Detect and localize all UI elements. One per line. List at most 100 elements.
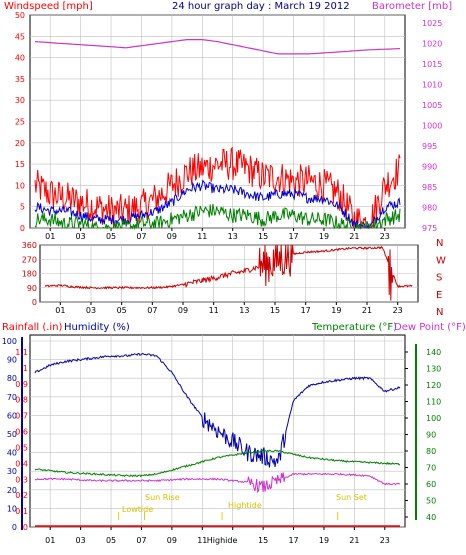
barometer-tick-label: 1010: [422, 81, 442, 90]
x-tick-label: 19: [331, 306, 341, 315]
temperature-tick-label: 110: [426, 398, 441, 407]
humidity-tick-label: 0: [12, 523, 17, 532]
temperature-tick-label: 80: [426, 447, 436, 456]
x-tick-label: 21: [362, 306, 372, 315]
barometer-axis-label: Barometer [mb]: [372, 1, 452, 12]
windspeed-tick-label: 20: [15, 139, 25, 148]
x-tick-label: 17: [288, 232, 298, 241]
rainfall-tick-label: 0.7: [15, 412, 28, 421]
temperature-tick-label: 40: [426, 513, 436, 522]
humidity-tick-label: 70: [7, 393, 17, 402]
direction-degree-label: 270: [22, 255, 37, 264]
direction-trace: [44, 244, 413, 301]
windspeed-tick-label: 10: [15, 181, 25, 190]
sunset-annotation: Sun Set: [336, 493, 367, 502]
rainfall-tick-label: 1: [23, 364, 28, 373]
x-tick-label: 15: [258, 536, 268, 545]
temperature-tick-label: 140: [426, 348, 441, 357]
x-tick-label: 09: [178, 306, 188, 315]
barometer-tick-label: 1015: [422, 60, 442, 69]
humidity-tick-label: 90: [7, 356, 17, 365]
x-tick-label: 21: [349, 536, 359, 545]
temperature-tick-label: 90: [426, 431, 436, 440]
windspeed-tick-label: 50: [15, 11, 25, 20]
direction-degree-label: 0: [32, 298, 37, 307]
low-wind-line: [34, 204, 401, 230]
x-tick-label: 13: [239, 306, 249, 315]
rainfall-tick-label: 0.6: [15, 428, 28, 437]
temperature-tick-label: 50: [426, 497, 436, 506]
barometer-tick-label: 1020: [422, 40, 442, 49]
rainfall-tick-label: 1.1: [15, 348, 28, 357]
wind-barometer-panel: 0510152025303540455097598098599099510001…: [15, 11, 443, 241]
direction-degree-label: 90: [27, 284, 37, 293]
humidity-tick-label: 100: [2, 337, 17, 346]
x-tick-label: 01: [45, 232, 55, 241]
humidity-tick-label: 30: [7, 467, 17, 476]
temperature-tick-label: 100: [426, 414, 441, 423]
x-tick-label: 23: [393, 306, 403, 315]
x-tick-label: 03: [76, 232, 86, 241]
temperature-tick-label: 120: [426, 381, 441, 390]
x-tick-label: 19: [319, 536, 329, 545]
x-tick-label: 07: [136, 232, 146, 241]
x-tick-label: 07: [136, 536, 146, 545]
compass-label: W: [436, 255, 446, 266]
sunrise-annotation: Sun Rise: [145, 493, 180, 502]
windspeed-tick-label: 15: [15, 160, 25, 169]
temperature-tick-label: 70: [426, 464, 436, 473]
x-tick-label: 05: [106, 232, 116, 241]
x-tick-label: 21: [349, 232, 359, 241]
x-tick-label: 15: [270, 306, 280, 315]
x-tick-label: 19: [319, 232, 329, 241]
barometer-tick-label: 995: [422, 142, 437, 151]
dewpoint-line: [34, 472, 401, 494]
rainfall-tick-label: 0.3: [15, 475, 28, 484]
average-wind-line: [34, 179, 401, 230]
rainfall-tick-label: 0.1: [15, 507, 28, 516]
barometer-line: [34, 39, 401, 55]
barometer-tick-label: 985: [422, 183, 437, 192]
rainfall-tick-label: 0.8: [15, 396, 28, 405]
temperature-line: [34, 449, 401, 478]
rainfall-tick-label: 0.2: [15, 491, 28, 500]
hightide-annotation: Hightide: [228, 501, 262, 510]
x-tick-label: 23: [380, 536, 390, 545]
plot-frame: [29, 334, 406, 528]
windspeed-tick-label: 0: [20, 224, 25, 233]
x-tick-label: 09: [167, 536, 177, 545]
rainfall-axis-label: Rainfall (.in): [2, 322, 63, 333]
direction-degree-label: 180: [22, 270, 37, 279]
rainfall-tick-label: 0.9: [15, 380, 28, 389]
rainfall-tick-label: 0.5: [15, 443, 28, 452]
barometer-tick-label: 980: [422, 204, 437, 213]
x-tick-label: 03: [76, 536, 86, 545]
dewpoint-axis-label: Dew Point (°F): [394, 322, 466, 333]
humidity-tick-label: 80: [7, 374, 17, 383]
humidity-axis-label: Humidity (%): [64, 322, 130, 333]
x-tick-label: 05: [117, 306, 127, 315]
barometer-tick-label: 1005: [422, 101, 442, 110]
rainfall-tick-label: 0: [23, 523, 28, 532]
x-tick-label: 05: [106, 536, 116, 545]
humidity-line: [34, 352, 401, 468]
barometer-tick-label: 1000: [422, 122, 442, 131]
x-tick-label: 01: [55, 306, 65, 315]
x-tick-label: 11: [209, 306, 219, 315]
x-tick-label: 07: [147, 306, 157, 315]
hightide-axis-label: Highide: [207, 536, 238, 545]
compass-label: N: [436, 307, 443, 318]
humidity-tick-label: 50: [7, 430, 17, 439]
chart-title: 24 hour graph day : March 19 2012: [172, 1, 350, 12]
x-tick-label: 09: [167, 232, 177, 241]
windspeed-axis-label: Windspeed [mph]: [4, 1, 93, 12]
barometer-tick-label: 990: [422, 163, 437, 172]
x-tick-label: 13: [228, 232, 238, 241]
humidity-tick-label: 20: [7, 486, 17, 495]
x-tick-label: 23: [380, 232, 390, 241]
x-tick-label: 11: [197, 536, 207, 545]
rainfall-tick-label: 0.4: [15, 459, 28, 468]
windspeed-tick-label: 5: [20, 203, 25, 212]
